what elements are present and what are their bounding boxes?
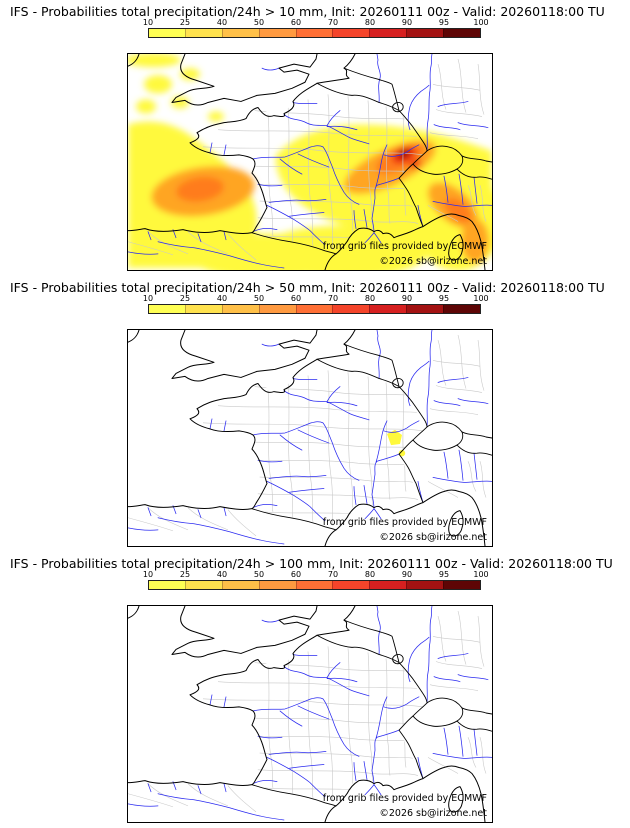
basemap (128, 606, 492, 822)
colorbar-segment (149, 29, 185, 37)
colorbar-tick: 95 (438, 294, 450, 303)
colorbar-segment (258, 29, 296, 37)
colorbar: 10 25 40 50 60 70 80 90 95 100 (143, 570, 489, 590)
colorbar-tick: 80 (364, 570, 376, 579)
colorbar-tick: 80 (364, 18, 376, 27)
colorbar-segment (149, 581, 185, 589)
panel-title: IFS - Probabilities total precipitation/… (10, 4, 605, 19)
colorbar-segment (221, 29, 259, 37)
colorbar-tick: 95 (438, 570, 450, 579)
colorbar: 10 25 40 50 60 70 80 90 95 100 (143, 294, 489, 314)
map-svg-10mm (128, 54, 492, 270)
colorbar-tick: 50 (253, 294, 265, 303)
colorbar-segment (443, 29, 481, 37)
colorbar-tick: 90 (401, 570, 413, 579)
colorbar-segment (332, 581, 370, 589)
colorbar-tick: 10 (142, 294, 154, 303)
colorbar-tick: 50 (253, 18, 265, 27)
colorbar-tick: 60 (290, 294, 302, 303)
credit-copyright: ©2026 sb@irizone.net (379, 256, 487, 267)
colorbar-tick: 40 (216, 570, 228, 579)
panel-precip-50mm: IFS - Probabilities total precipitation/… (0, 276, 630, 552)
colorbar-tick: 70 (327, 570, 339, 579)
panel-title: IFS - Probabilities total precipitation/… (10, 556, 613, 571)
colorbar-segment (443, 581, 481, 589)
colorbar-tick: 70 (327, 18, 339, 27)
credit-copyright: ©2026 sb@irizone.net (379, 808, 487, 819)
colorbar-segment (221, 305, 259, 313)
colorbar: 10 25 40 50 60 70 80 90 95 100 (143, 18, 489, 38)
colorbar-segment (406, 29, 444, 37)
colorbar-segment (184, 305, 222, 313)
colorbar-tick: 60 (290, 570, 302, 579)
basemap (128, 330, 492, 546)
colorbar-segment (332, 29, 370, 37)
colorbar-tick: 70 (327, 294, 339, 303)
colorbar-segment (443, 305, 481, 313)
colorbar-tick: 25 (179, 18, 191, 27)
colorbar-ticks: 10 25 40 50 60 70 80 90 95 100 (143, 570, 489, 580)
probability-overlay-50mm (387, 429, 406, 457)
colorbar-segment (221, 581, 259, 589)
colorbar-segment (295, 581, 333, 589)
colorbar-segment (184, 29, 222, 37)
colorbar-tick: 100 (473, 294, 489, 303)
colorbar-tick: 40 (216, 18, 228, 27)
map-svg-50mm (128, 330, 492, 546)
colorbar-ticks: 10 25 40 50 60 70 80 90 95 100 (143, 18, 489, 28)
colorbar-segment (295, 305, 333, 313)
credit-provider: from grib files provided by ECMWF (322, 517, 487, 528)
colorbar-gradient (148, 28, 481, 38)
map-france-10mm: from grib files provided by ECMWF ©2026 … (127, 53, 493, 271)
map-france-50mm: from grib files provided by ECMWF ©2026 … (127, 329, 493, 547)
credit-provider: from grib files provided by ECMWF (322, 241, 487, 252)
panel-title: IFS - Probabilities total precipitation/… (10, 280, 605, 295)
colorbar-segment (369, 581, 407, 589)
colorbar-tick: 50 (253, 570, 265, 579)
colorbar-segment (258, 581, 296, 589)
colorbar-tick: 40 (216, 294, 228, 303)
colorbar-tick: 80 (364, 294, 376, 303)
colorbar-segment (184, 581, 222, 589)
map-france-100mm: from grib files provided by ECMWF ©2026 … (127, 605, 493, 823)
panel-precip-100mm: IFS - Probabilities total precipitation/… (0, 552, 630, 828)
colorbar-tick: 100 (473, 570, 489, 579)
colorbar-segment (258, 305, 296, 313)
colorbar-tick: 10 (142, 570, 154, 579)
colorbar-tick: 90 (401, 18, 413, 27)
colorbar-tick: 25 (179, 570, 191, 579)
colorbar-segment (406, 581, 444, 589)
colorbar-segment (369, 305, 407, 313)
colorbar-segment (295, 29, 333, 37)
colorbar-segment (149, 305, 185, 313)
colorbar-segment (369, 29, 407, 37)
credit-provider: from grib files provided by ECMWF (322, 793, 487, 804)
colorbar-segment (332, 305, 370, 313)
colorbar-tick: 25 (179, 294, 191, 303)
colorbar-gradient (148, 304, 481, 314)
colorbar-tick: 100 (473, 18, 489, 27)
colorbar-tick: 60 (290, 18, 302, 27)
colorbar-gradient (148, 580, 481, 590)
panel-precip-10mm: IFS - Probabilities total precipitation/… (0, 0, 630, 276)
map-svg-100mm (128, 606, 492, 822)
colorbar-segment (406, 305, 444, 313)
colorbar-tick: 90 (401, 294, 413, 303)
colorbar-tick: 10 (142, 18, 154, 27)
colorbar-tick: 95 (438, 18, 450, 27)
colorbar-ticks: 10 25 40 50 60 70 80 90 95 100 (143, 294, 489, 304)
credit-copyright: ©2026 sb@irizone.net (379, 532, 487, 543)
probability-overlay-10mm (128, 54, 492, 270)
